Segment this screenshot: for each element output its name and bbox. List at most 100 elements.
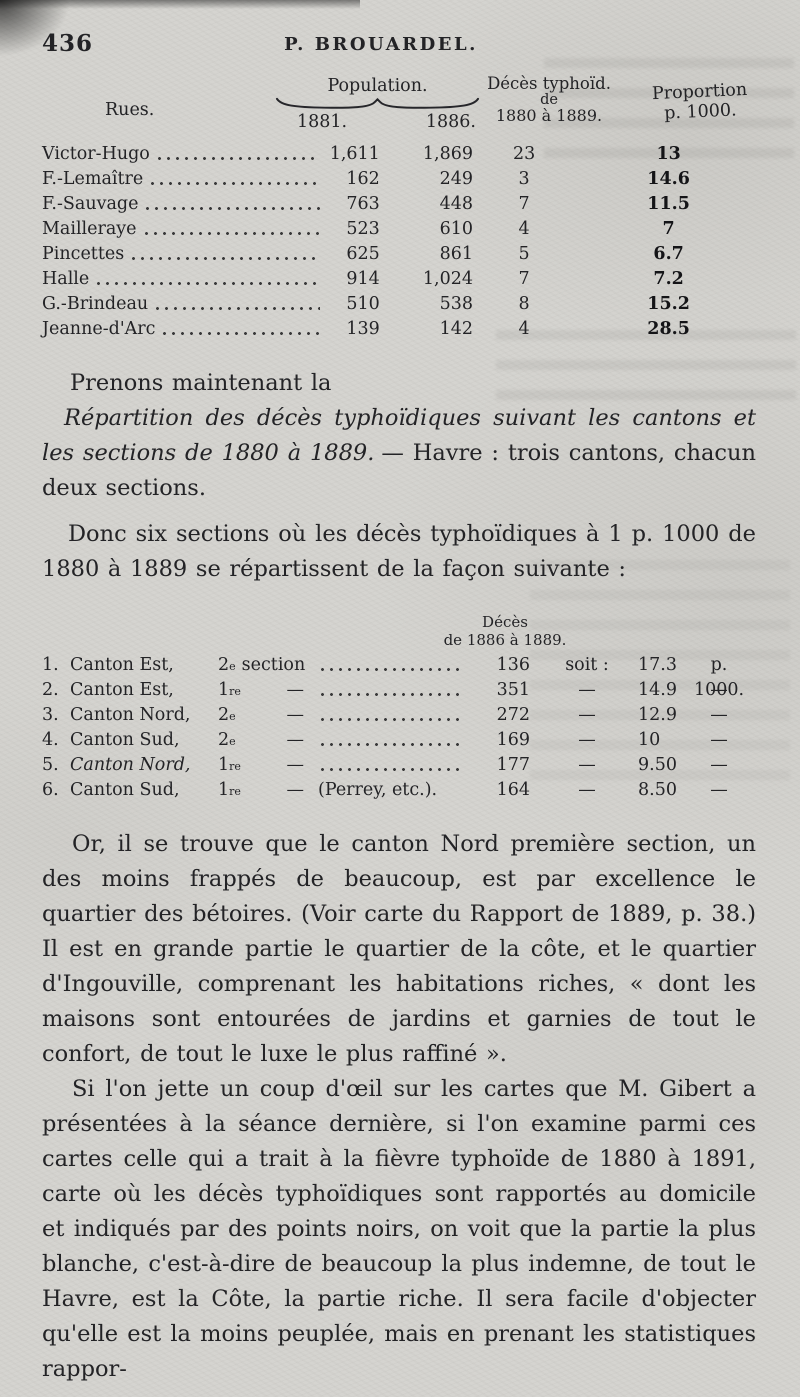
column-header-1886: 1886. (425, 112, 476, 132)
dotted-leader (141, 230, 320, 237)
cantons-header-line2: de 1886 à 1889. (443, 631, 567, 649)
dotted-leader (94, 280, 320, 287)
population-1881: 914 (346, 269, 380, 289)
column-header-proportion: Proportion p. 1000. (639, 79, 761, 124)
column-header-population-group: Population. 1881. 1886. (275, 76, 480, 132)
deaths-value: 164 (496, 780, 530, 800)
deaths-value: 272 (496, 705, 530, 725)
table-row: 1. Canton Est, 2 e section 136 soit : 17.3… (42, 653, 756, 700)
table-row: F.-Sauvage 763 448 7 11.5 (42, 192, 756, 217)
dotted-leader (318, 691, 462, 698)
table-row: 5. Canton Nord, 1 re — 177 — 9.50 — (42, 753, 756, 778)
row-number: 3. (42, 705, 59, 725)
deces-header-line2: de (540, 92, 558, 108)
deaths-value: 7 (518, 269, 530, 289)
table-row: 6. Canton Sud, 1 re — (Perrey, etc.). 164 … (42, 778, 756, 803)
column-header-rues: Rues. (105, 100, 155, 120)
ditto-dash: — (578, 680, 596, 700)
streets-table-rows: Victor-Hugo 1,611 1,869 23 13 F.-Lemaîtr… (42, 142, 756, 342)
scan-edge-shadow (0, 0, 360, 9)
deaths-value: 4 (518, 319, 530, 339)
ditto-dash: — (286, 680, 305, 700)
ditto-dash: — (578, 755, 596, 775)
repartition-title-roman: — Havre : trois cantons, chacun deux sec… (42, 440, 756, 501)
ditto-dash: — (578, 705, 596, 725)
deaths-value: 169 (496, 730, 530, 750)
population-1886: 610 (439, 219, 473, 239)
dotted-leader (318, 766, 462, 773)
population-1886: 142 (439, 319, 473, 339)
proportion-value: 28.5 (647, 319, 690, 339)
proportion-value: 11.5 (647, 194, 690, 214)
row-number: 1. (42, 655, 59, 675)
rate-value: 12.9 (638, 705, 677, 725)
cantons-header-line1: Décès (482, 613, 528, 631)
ditto-dash: — (710, 680, 728, 700)
table-row: Jeanne-d'Arc 139 142 4 28.5 (42, 317, 756, 342)
ditto-dash: — (710, 705, 728, 725)
proportion-value: 14.6 (647, 169, 690, 189)
table-row: 2. Canton Est, 1 re — 351 — 14.9 — (42, 678, 756, 703)
table-row: Pincettes 625 861 5 6.7 (42, 242, 756, 267)
running-title: P. BROUARDEL. (284, 34, 478, 55)
population-1886: 538 (439, 294, 473, 314)
ditto-dash: — (578, 730, 596, 750)
rate-unit: p. 1000. (693, 655, 745, 700)
deaths-value: 351 (496, 680, 530, 700)
deaths-value: 7 (518, 194, 530, 214)
deaths-value: 4 (518, 219, 530, 239)
street-name: Halle (42, 269, 90, 289)
paragraph-six-sections: Donc six sections où les décès typhoïdiq… (42, 521, 756, 582)
proportion-value: 6.7 (653, 244, 684, 264)
population-1881: 523 (346, 219, 380, 239)
row-number: 5. (42, 755, 59, 775)
section-number: 2 (218, 730, 230, 750)
ditto-dash: — (710, 730, 728, 750)
section-number: 2 (218, 705, 230, 725)
table-row: Victor-Hugo 1,611 1,869 23 13 (42, 142, 756, 167)
table-row: 3. Canton Nord, 2 e — 272 — 12.9 — (42, 703, 756, 728)
table-row: G.-Brindeau 510 538 8 15.2 (42, 292, 756, 317)
dotted-leader (160, 330, 320, 337)
section-number: 1 (218, 780, 230, 800)
population-1886: 448 (439, 194, 473, 214)
rate-value: 8.50 (638, 780, 677, 800)
column-header-population: Population. (327, 76, 428, 96)
ditto-dash: — (286, 755, 305, 775)
proportion-value: 13 (656, 144, 681, 164)
proportion-value: 15.2 (647, 294, 690, 314)
paragraph-gibert-maps: Si l'on jette un coup d'œil sur les cart… (42, 1076, 756, 1382)
proportion-value: 7 (662, 219, 675, 239)
page-header: 436 P. BROUARDEL. (42, 30, 756, 64)
table-row: Mailleraye 523 610 4 7 (42, 217, 756, 242)
ditto-dash: — (286, 780, 305, 800)
row-number: 4. (42, 730, 59, 750)
ditto-dash: — (578, 780, 596, 800)
ditto-dash: — (286, 730, 305, 750)
cantons-table-rows: 1. Canton Est, 2 e section 136 soit : 17.3… (42, 653, 756, 803)
street-name: Victor-Hugo (42, 144, 150, 164)
population-1881: 625 (346, 244, 380, 264)
dotted-leader (154, 155, 320, 162)
rate-value: 17.3 (638, 655, 677, 675)
dotted-leader (153, 305, 320, 312)
deaths-value: 5 (518, 244, 530, 264)
section-label: section (241, 655, 306, 675)
deaths-value: 177 (496, 755, 530, 775)
dotted-leader (318, 716, 462, 723)
population-1886: 1,024 (422, 269, 473, 289)
ditto-dash: — (286, 705, 305, 725)
scan-corner-smudge (0, 0, 80, 64)
section-number: 2 (218, 655, 230, 675)
canton-name: Canton Nord, (70, 705, 191, 725)
year-subheaders: 1881. 1886. (275, 110, 480, 132)
column-header-deces: Décès typhoïd. de 1880 à 1889. (487, 75, 611, 124)
paragraph-repartition-title: Répartition des décès typhoïdiques suiva… (42, 401, 756, 506)
deaths-value: 8 (518, 294, 530, 314)
canton-name: Canton Sud, (70, 780, 180, 800)
dotted-leader (318, 741, 462, 748)
ditto-dash: — (710, 780, 728, 800)
repartition-title-italic: Répartition des décès typhoïdiques suiva… (42, 405, 756, 466)
deaths-value: 23 (512, 144, 536, 164)
perrey-note: (Perrey, etc.). (318, 780, 438, 800)
